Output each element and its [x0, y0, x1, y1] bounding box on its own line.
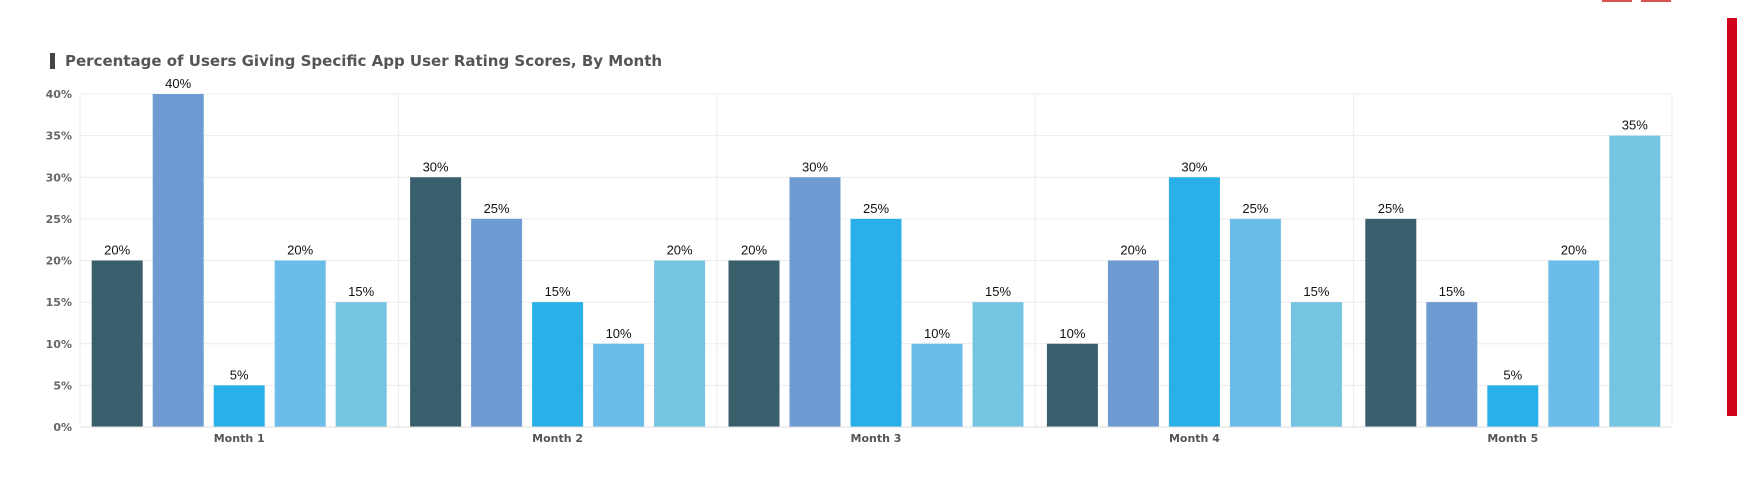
data-label: 25%: [484, 201, 510, 216]
scrollbar[interactable]: [1727, 18, 1737, 416]
bar[interactable]: [1365, 218, 1417, 427]
bar[interactable]: [1548, 260, 1600, 428]
title-accent-bar: [50, 53, 55, 69]
bar[interactable]: [1609, 135, 1661, 427]
data-label: 5%: [230, 367, 249, 382]
bar[interactable]: [789, 177, 841, 427]
bar[interactable]: [1229, 218, 1281, 427]
bar[interactable]: [654, 260, 706, 428]
y-tick-label: 0%: [53, 421, 72, 434]
data-label: 20%: [104, 243, 130, 258]
bar[interactable]: [213, 385, 265, 427]
data-label: 30%: [1181, 159, 1207, 174]
bar[interactable]: [1487, 385, 1539, 427]
chart-title: Percentage of Users Giving Specific App …: [65, 52, 663, 70]
data-label: 35%: [1622, 118, 1648, 133]
data-label: 10%: [1059, 326, 1085, 341]
bar[interactable]: [471, 218, 523, 427]
y-tick-label: 30%: [46, 171, 72, 184]
y-tick-label: 40%: [46, 88, 72, 101]
x-tick-label: Month 5: [1487, 432, 1538, 445]
bar[interactable]: [1107, 260, 1159, 428]
data-label: 15%: [545, 284, 571, 299]
data-label: 30%: [423, 159, 449, 174]
data-label: 40%: [165, 76, 191, 91]
bar[interactable]: [972, 302, 1024, 427]
data-label: 10%: [606, 326, 632, 341]
y-tick-label: 5%: [53, 379, 72, 392]
x-tick-label: Month 1: [214, 432, 265, 445]
data-label: 20%: [667, 243, 693, 258]
x-tick-label: Month 3: [851, 432, 902, 445]
data-label: 25%: [1242, 201, 1268, 216]
bar[interactable]: [1426, 302, 1478, 427]
bar[interactable]: [1290, 302, 1342, 427]
data-label: 10%: [924, 326, 950, 341]
data-label: 15%: [1439, 284, 1465, 299]
x-tick-label: Month 4: [1169, 432, 1220, 445]
y-tick-label: 15%: [46, 296, 72, 309]
data-label: 15%: [1303, 284, 1329, 299]
bar[interactable]: [335, 302, 387, 427]
data-label: 25%: [863, 201, 889, 216]
y-tick-label: 25%: [46, 213, 72, 226]
bar[interactable]: [728, 260, 780, 428]
data-label: 20%: [741, 243, 767, 258]
bar[interactable]: [593, 343, 645, 427]
y-tick-label: 10%: [46, 338, 72, 351]
chart-header: Percentage of Users Giving Specific App …: [50, 52, 662, 70]
y-tick-label: 20%: [46, 255, 72, 268]
x-tick-label: Month 2: [532, 432, 583, 445]
data-label: 25%: [1378, 201, 1404, 216]
bar[interactable]: [152, 94, 204, 427]
y-tick-label: 35%: [46, 130, 72, 143]
data-label: 5%: [1503, 367, 1522, 382]
bar[interactable]: [1046, 343, 1098, 427]
data-label: 15%: [985, 284, 1011, 299]
bar[interactable]: [911, 343, 963, 427]
data-label: 20%: [287, 243, 313, 258]
bar[interactable]: [410, 177, 462, 427]
bar[interactable]: [91, 260, 143, 428]
bar[interactable]: [1168, 177, 1220, 427]
bar[interactable]: [274, 260, 326, 428]
data-label: 15%: [348, 284, 374, 299]
data-label: 20%: [1120, 243, 1146, 258]
bar[interactable]: [850, 218, 902, 427]
data-label: 20%: [1561, 243, 1587, 258]
data-label: 30%: [802, 159, 828, 174]
top-right-button-2[interactable]: [1641, 0, 1671, 2]
top-right-button-1[interactable]: [1602, 0, 1632, 2]
bar[interactable]: [532, 302, 584, 427]
